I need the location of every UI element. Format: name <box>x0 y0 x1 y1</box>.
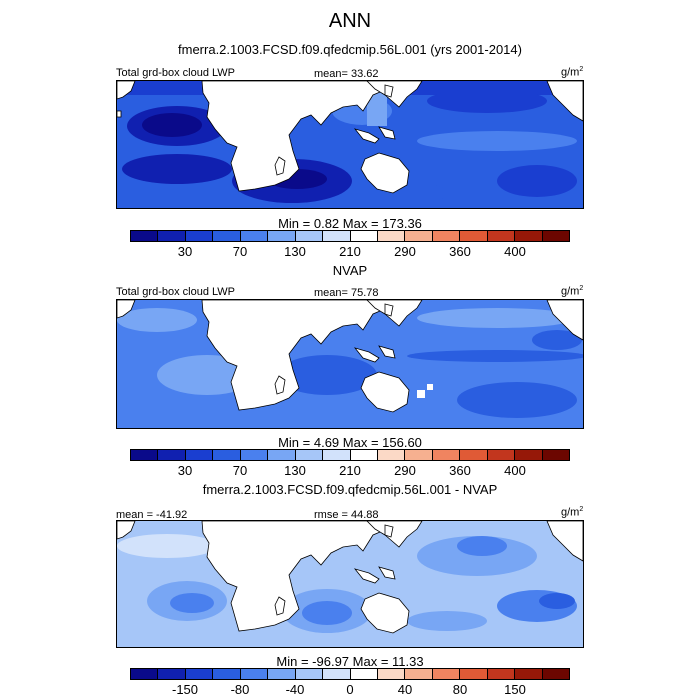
colorbar-tick: 0 <box>346 682 354 697</box>
panel-3-mean-label: mean = -41.92 <box>116 509 188 521</box>
colorbar-tick: 30 <box>177 244 193 259</box>
panel-2-map <box>116 299 584 429</box>
colorbar-tick: 290 <box>394 244 416 259</box>
colorbar-tick: 30 <box>177 463 193 478</box>
panel-1-colorbar <box>130 230 570 242</box>
panel-3-colorbar <box>130 668 570 680</box>
colorbar-tick: 130 <box>284 463 306 478</box>
panel-1-map <box>116 80 584 209</box>
panel-2-heading: NVAP <box>332 263 368 278</box>
colorbar-tick: 360 <box>449 244 471 259</box>
panel-3-rmse-label: rmse = 44.88 <box>314 509 379 521</box>
colorbar-tick: 210 <box>339 244 361 259</box>
colorbar-tick: 150 <box>504 682 526 697</box>
colorbar-tick: 70 <box>232 463 248 478</box>
plot-title: ANN <box>328 10 372 32</box>
panel-1-variable-label: Total grd-box cloud LWP <box>116 67 236 79</box>
panel-3-minmax: Min = -96.97 Max = 11.33 <box>276 654 424 669</box>
colorbar-tick: 360 <box>449 463 471 478</box>
panel-2-colorbar <box>130 449 570 461</box>
colorbar-tick: 80 <box>452 682 468 697</box>
panel-1-mean-label: mean= 33.62 <box>314 68 379 80</box>
panel-3-map-field <box>117 521 583 647</box>
panel-1-units: g/m2 <box>561 66 584 79</box>
panel-2-variable-label: Total grd-box cloud LWP <box>116 286 236 298</box>
panel-3-colorbar-ticks: -150 -80 -40 0 40 80 150 <box>130 682 570 698</box>
panel-3-map <box>116 520 584 648</box>
colorbar-tick: 130 <box>284 244 306 259</box>
panel-2-map-field <box>117 300 583 428</box>
colorbar-tick: 70 <box>232 244 248 259</box>
panel-1-map-field <box>117 81 583 208</box>
colorbar-tick: -80 <box>230 682 250 697</box>
panel-1-heading: fmerra.2.1003.FCSD.f09.qfedcmip.56L.001 … <box>178 42 522 57</box>
colorbar-tick: -40 <box>285 682 305 697</box>
colorbar-tick: 40 <box>397 682 413 697</box>
panel-3-heading: fmerra.2.1003.FCSD.f09.qfedcmip.56L.001 … <box>202 482 498 497</box>
panel-2-mean-label: mean= 75.78 <box>314 287 379 299</box>
panel-2-colorbar-ticks: 30 70 130 210 290 360 400 <box>130 463 570 479</box>
colorbar-tick: -150 <box>171 682 199 697</box>
panel-1-colorbar-ticks: 30 70 130 210 290 360 400 <box>130 244 570 260</box>
panel-2-minmax: Min = 4.69 Max = 156.60 <box>278 435 422 450</box>
panel-3-units: g/m2 <box>561 506 584 519</box>
colorbar-tick: 290 <box>394 463 416 478</box>
panel-2-units: g/m2 <box>561 285 584 298</box>
panel-1-minmax: Min = 0.82 Max = 173.36 <box>278 216 422 231</box>
colorbar-tick: 210 <box>339 463 361 478</box>
colorbar-tick: 400 <box>504 244 526 259</box>
colorbar-tick: 400 <box>504 463 526 478</box>
